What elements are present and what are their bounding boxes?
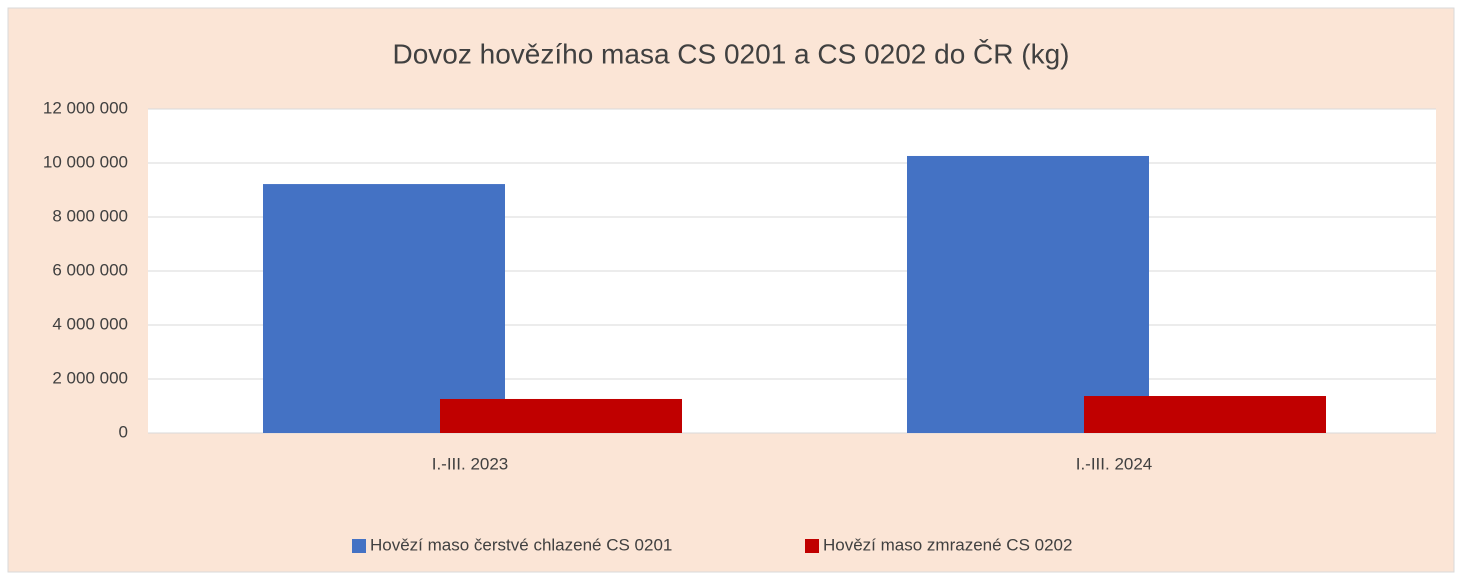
y-tick-label: 6 000 000 [52,260,128,279]
legend-label: Hovězí maso zmrazené CS 0202 [823,535,1072,554]
y-tick-label: 4 000 000 [52,314,128,333]
bar [263,184,505,433]
x-tick-label: I.-III. 2024 [1076,454,1153,473]
x-tick-label: I.-III. 2023 [432,454,509,473]
bar [1084,396,1326,433]
bar [907,155,1149,434]
y-tick-label: 8 000 000 [52,206,128,225]
chart-title: Dovoz hovězího masa CS 0201 a CS 0202 do… [392,38,1069,69]
y-tick-label: 2 000 000 [52,368,128,387]
legend-label: Hovězí maso čerstvé chlazené CS 0201 [370,535,672,554]
y-tick-label: 10 000 000 [43,152,128,171]
y-tick-label: 12 000 000 [43,98,128,117]
legend-swatch [805,539,819,553]
y-tick-label: 0 [119,422,128,441]
bar [440,398,682,433]
legend-swatch [352,539,366,553]
